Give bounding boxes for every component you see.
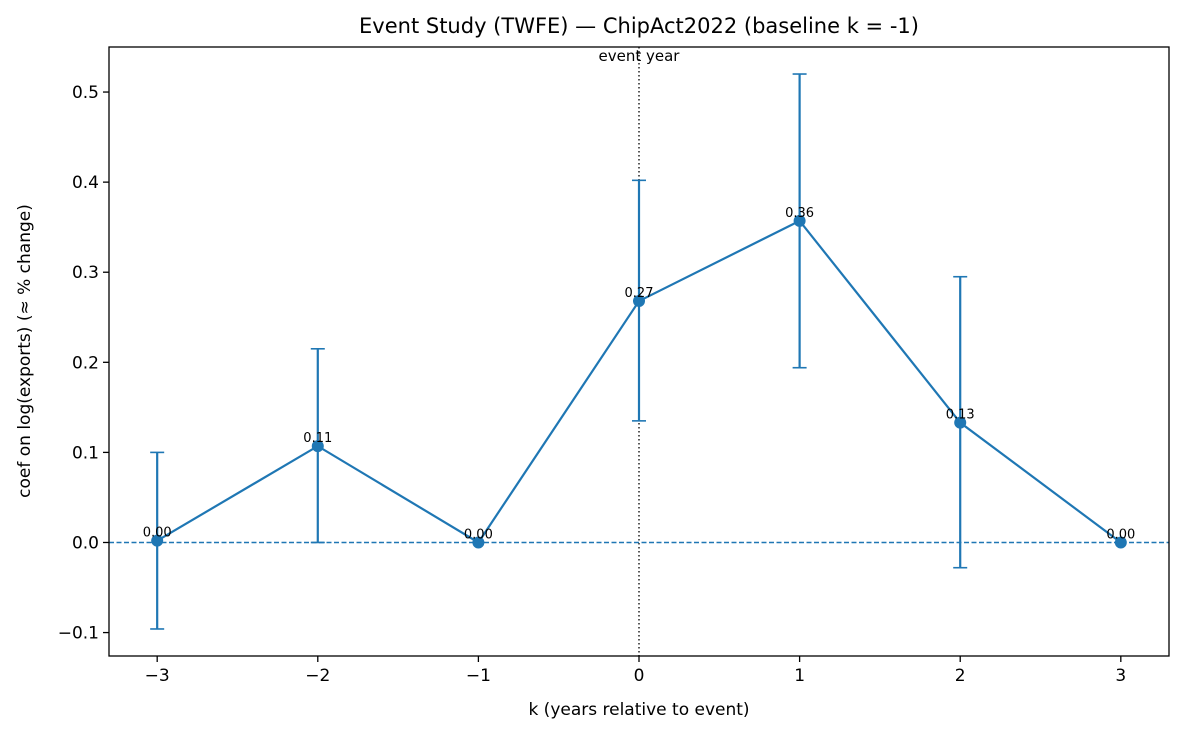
data-point [954,416,967,429]
data-label: 0.11 [303,431,332,446]
x-tick-label: 0 [634,666,645,686]
data-point [1114,536,1127,549]
chart-title: Event Study (TWFE) — ChipAct2022 (baseli… [359,14,919,38]
y-tick-label: 0.0 [72,533,99,553]
y-tick-label: 0.5 [72,83,99,103]
x-tick-label: 3 [1115,666,1126,686]
y-tick-label: 0.3 [72,263,99,283]
event-year-label: event year [599,47,681,65]
data-label: 0.00 [1106,527,1135,542]
x-tick-label: −1 [466,666,491,686]
data-label: 0.36 [785,206,814,221]
x-tick-label: −2 [305,666,330,686]
plot-area: event year 0.00 0.11 0.00 0.27 0.36 0.13 0.00 [109,47,1169,656]
y-tick-label: 0.1 [72,443,99,463]
data-point [472,536,485,549]
data-point [633,295,645,308]
y-axis: −0.1 0.0 0.1 0.2 0.3 0.4 0.5 [58,83,109,644]
data-label: 0.27 [625,286,654,301]
data-label: 0.13 [946,408,975,423]
data-label: 0.00 [464,527,493,542]
y-tick-label: 0.2 [72,353,99,373]
y-tick-label: −0.1 [58,624,99,644]
data-point [151,534,164,547]
x-tick-label: −3 [145,666,170,686]
data-point [793,214,806,227]
data-point [311,440,324,453]
x-tick-label: 2 [955,666,966,686]
x-tick-label: 1 [794,666,805,686]
data-label: 0.00 [143,526,172,541]
x-axis-label: k (years relative to event) [528,700,749,720]
y-axis-label: coef on log(exports) (≈ % change) [15,204,35,498]
x-axis: −3 −2 −1 0 1 2 3 [145,656,1126,686]
y-tick-label: 0.4 [72,173,99,193]
